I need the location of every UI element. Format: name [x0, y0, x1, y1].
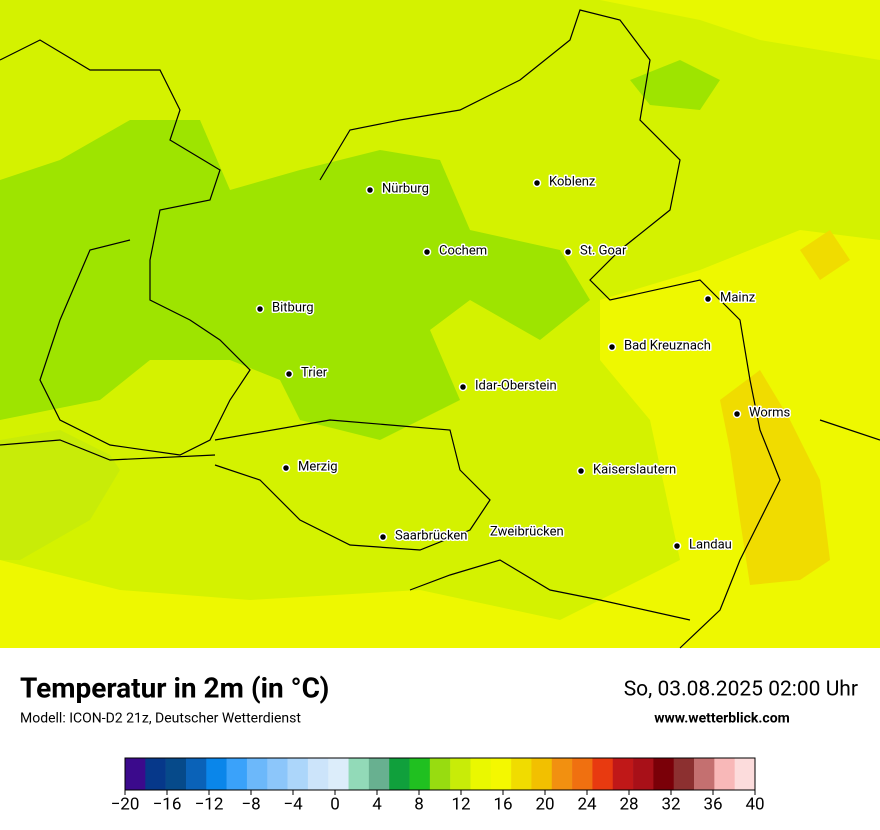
borders [0, 9, 880, 649]
colorbar-tick-label: 24 [577, 794, 597, 814]
city-label: Zweibrücken [490, 524, 564, 539]
colorbar-cell [653, 758, 675, 790]
cool-area [0, 120, 590, 440]
border-line [319, 9, 781, 649]
city-dot [281, 463, 291, 473]
colorbar-cell [226, 758, 248, 790]
colorbar-cell [125, 758, 146, 790]
city-label: Landau [689, 537, 732, 552]
colorbar-tick-label: 4 [372, 794, 382, 814]
border-line [409, 559, 691, 621]
colorbar-frame [124, 757, 756, 791]
city-label: Koblenz [549, 174, 596, 189]
colorbar-tick-label: −4 [283, 794, 303, 814]
colorbar-cell [267, 758, 288, 790]
colorbar-cell [633, 758, 654, 790]
colorbar-cell [328, 758, 349, 790]
colorbar-cell [714, 758, 735, 790]
city-label: Saarbrücken [395, 528, 467, 543]
colorbar-cell [694, 758, 715, 790]
city-dot [672, 541, 682, 551]
city-dot [563, 247, 573, 257]
colorbar-cell [450, 758, 471, 790]
colorbar-cell [429, 758, 451, 790]
colorbar-cell [511, 758, 532, 790]
city-dot [365, 185, 375, 195]
colorbar-cell [165, 758, 187, 790]
city-label: Kaiserslautern [593, 462, 676, 477]
colorbar-cell [287, 758, 309, 790]
city-label: Mainz [720, 290, 756, 305]
cool-area [630, 60, 720, 110]
datetime: So, 03.08.2025 02:00 Uhr [624, 678, 858, 702]
colorbar-tick-label: −20 [111, 794, 140, 814]
border-line [0, 439, 216, 461]
colorbar: −20 −16 −12 −8 −4 0 4 8 12 16 20 24 28 32 36 40 [111, 757, 765, 814]
city-dot [576, 466, 586, 476]
colorbar-cell [612, 758, 634, 790]
city-label: Bad Kreuznach [624, 338, 711, 353]
city-dot [532, 178, 542, 188]
colorbar-cell [307, 758, 329, 790]
subtitle: Modell: ICON-D2 21z, Deutscher Wetterdie… [20, 711, 301, 727]
city-dot [703, 294, 713, 304]
colorbar-cell [531, 758, 553, 790]
colorbar-tick-label: 16 [493, 794, 512, 814]
colorbar-tick-label: −8 [241, 794, 260, 814]
city-label: Cochem [439, 243, 487, 258]
warmest-area [800, 230, 850, 280]
colorbar-cell [490, 758, 512, 790]
colorbar-cell [551, 758, 573, 790]
colorbar-cell [185, 758, 207, 790]
city-label: Idar-Oberstein [475, 378, 557, 393]
border-line [214, 419, 491, 551]
city-label: Worms [749, 405, 791, 420]
colorbar-tick-label: 12 [451, 794, 470, 814]
colorbar-tick-label: 36 [703, 794, 722, 814]
colorbar-cell [246, 758, 268, 790]
cities: Nürburg Koblenz Cochem St. Goar Mainz Bitburg… [255, 173, 792, 554]
colorbar-tick-label: 20 [535, 794, 554, 814]
map: Nürburg Koblenz Cochem St. Goar Mainz Bitburg… [0, 0, 880, 649]
website: www.wetterblick.com [654, 711, 790, 727]
title: Temperatur in 2m (in °C) [20, 671, 329, 704]
warmest-area [720, 370, 830, 585]
warm-area [0, 230, 880, 648]
colorbar-tick-label: 32 [661, 794, 680, 814]
colorbar-cell [572, 758, 593, 790]
colorbar-cell [734, 758, 756, 790]
colorbar-cell [389, 758, 410, 790]
city-label: Nürburg [382, 181, 429, 196]
colorbar-tick-label: −16 [153, 794, 182, 814]
city-label: St. Goar [580, 243, 627, 258]
colorbar-cell [206, 758, 227, 790]
city-label: Merzig [298, 459, 338, 474]
border-line [819, 419, 880, 441]
city-label: Trier [301, 365, 328, 380]
colorbar-tick-label: 8 [414, 794, 424, 814]
city-dot [422, 247, 432, 257]
colorbar-cell [145, 758, 166, 790]
city-dot [284, 369, 294, 379]
colorbar-cell [409, 758, 431, 790]
colorbar-cell [348, 758, 370, 790]
colorbar-tick-label: 0 [330, 794, 340, 814]
colorbar-tick-label: −12 [195, 794, 224, 814]
colorbar-cell [592, 758, 614, 790]
mid-area [0, 430, 120, 560]
colorbar-cell [673, 758, 695, 790]
warm-area [0, 0, 880, 60]
city-dot [255, 304, 265, 314]
border-line [0, 39, 251, 456]
city-dot [607, 342, 617, 352]
colorbar-cell [470, 758, 492, 790]
city-dot [458, 382, 468, 392]
colorbar-cell [368, 758, 390, 790]
city-label: Bitburg [272, 300, 314, 315]
city-dot [732, 409, 742, 419]
colorbar-tick-label: 28 [619, 794, 638, 814]
city-dot [378, 532, 388, 542]
colorbar-tick-label: 40 [745, 794, 764, 814]
